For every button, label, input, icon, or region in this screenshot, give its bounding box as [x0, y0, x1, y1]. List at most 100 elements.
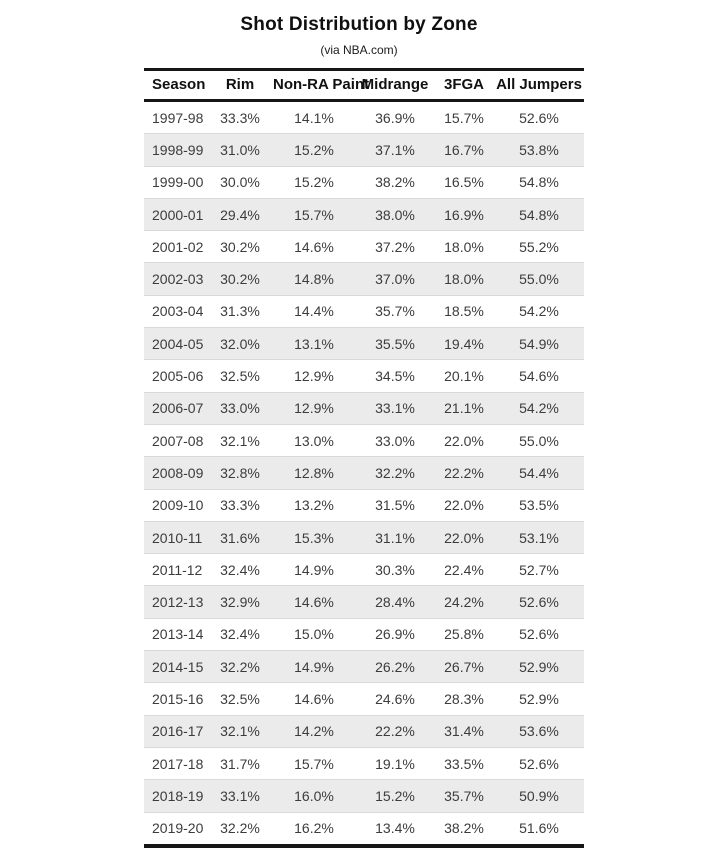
table-row: 2013-14 32.4% 15.0% 26.9% 25.8% 52.6% [144, 618, 584, 650]
shot-distribution-table: Season Rim Non-RA Paint Midrange 3FGA All Jum… [144, 68, 584, 848]
cell-season: 2019-20 [152, 820, 204, 837]
cell-value: 26.2% [375, 658, 415, 675]
cell-value: 30.3% [375, 561, 415, 578]
cell-value: 24.2% [444, 594, 484, 611]
cell-value: 14.9% [294, 658, 334, 675]
cell-value: 33.0% [220, 400, 260, 417]
table-row: 2009-10 33.3% 13.2% 31.5% 22.0% 53.5% [144, 489, 584, 521]
cell-value: 19.4% [444, 335, 484, 352]
cell-value: 54.8% [519, 174, 559, 191]
cell-value: 54.2% [519, 400, 559, 417]
table-header: Season Rim Non-RA Paint Midrange 3FGA All Jum… [144, 69, 584, 102]
cell-value: 12.9% [294, 368, 334, 385]
cell-value: 20.1% [444, 368, 484, 385]
cell-value: 38.0% [375, 206, 415, 223]
cell-value: 37.0% [375, 271, 415, 288]
cell-value: 12.9% [294, 400, 334, 417]
cell-value: 22.0% [444, 529, 484, 546]
cell-value: 32.5% [220, 690, 260, 707]
table-row: 2017-18 31.7% 15.7% 19.1% 33.5% 52.6% [144, 747, 584, 779]
cell-value: 32.0% [220, 335, 260, 352]
cell-value: 15.0% [294, 626, 334, 643]
cell-value: 14.2% [294, 723, 334, 740]
cell-season: 2003-04 [152, 303, 204, 320]
cell-season: 2004-05 [152, 335, 204, 352]
cell-value: 16.7% [444, 141, 484, 158]
cell-value: 32.4% [220, 561, 260, 578]
cell-season: 1997-98 [152, 109, 204, 126]
table-row: 2001-02 30.2% 14.6% 37.2% 18.0% 55.2% [144, 230, 584, 263]
cell-value: 34.5% [375, 368, 415, 385]
cell-value: 54.2% [519, 303, 559, 320]
cell-value: 32.8% [220, 464, 260, 481]
cell-season: 2011-12 [152, 561, 203, 578]
cell-value: 51.6% [519, 820, 559, 837]
cell-value: 32.2% [220, 658, 260, 675]
cell-value: 33.3% [220, 109, 260, 126]
cell-value: 15.3% [294, 529, 334, 546]
cell-value: 54.9% [519, 335, 559, 352]
table-row: 2011-12 32.4% 14.9% 30.3% 22.4% 52.7% [144, 553, 584, 586]
cell-value: 31.4% [444, 723, 484, 740]
cell-value: 14.9% [294, 561, 334, 578]
cell-value: 31.0% [220, 141, 260, 158]
cell-value: 22.2% [375, 723, 415, 740]
cell-season: 2006-07 [152, 400, 204, 417]
cell-value: 14.4% [294, 303, 334, 320]
column-header-midrange: Midrange [356, 69, 434, 102]
cell-value: 15.2% [294, 141, 334, 158]
cell-value: 13.0% [294, 432, 334, 449]
cell-value: 31.5% [375, 497, 415, 514]
cell-season: 2018-19 [152, 787, 204, 804]
table-row: 2010-11 31.6% 15.3% 31.1% 22.0% 53.1% [144, 521, 584, 554]
cell-value: 32.1% [220, 432, 260, 449]
cell-value: 35.7% [375, 303, 415, 320]
table-row: 2004-05 32.0% 13.1% 35.5% 19.4% 54.9% [144, 327, 584, 360]
cell-value: 33.5% [444, 755, 484, 772]
cell-season: 2010-11 [152, 529, 203, 546]
cell-value: 38.2% [444, 820, 484, 837]
cell-value: 54.8% [519, 206, 559, 223]
cell-value: 52.7% [519, 561, 559, 578]
cell-value: 32.4% [220, 626, 260, 643]
page-subtitle: (via NBA.com) [320, 43, 398, 57]
cell-value: 31.7% [220, 755, 260, 772]
cell-value: 35.5% [375, 335, 415, 352]
cell-value: 36.9% [375, 109, 415, 126]
table-row: 2014-15 32.2% 14.9% 26.2% 26.7% 52.9% [144, 650, 584, 683]
cell-value: 15.2% [294, 174, 334, 191]
cell-value: 33.0% [375, 432, 415, 449]
cell-value: 30.2% [220, 238, 260, 255]
cell-value: 31.3% [220, 303, 260, 320]
cell-value: 52.9% [519, 658, 559, 675]
cell-value: 50.9% [519, 787, 559, 804]
table-body: 1997-98 33.3% 14.1% 36.9% 15.7% 52.6% 1998-99 3… [144, 101, 584, 846]
cell-season: 1999-00 [152, 174, 204, 191]
cell-value: 33.3% [220, 497, 260, 514]
cell-value: 32.2% [220, 820, 260, 837]
cell-value: 13.1% [294, 335, 334, 352]
cell-value: 53.1% [519, 529, 559, 546]
cell-value: 28.4% [375, 594, 415, 611]
header-row: Season Rim Non-RA Paint Midrange 3FGA All Jum… [144, 69, 584, 102]
cell-value: 32.1% [220, 723, 260, 740]
cell-value: 16.0% [294, 787, 334, 804]
table-row: 2016-17 32.1% 14.2% 22.2% 31.4% 53.6% [144, 715, 584, 748]
cell-value: 30.2% [220, 271, 260, 288]
cell-season: 2016-17 [152, 723, 204, 740]
cell-value: 52.9% [519, 690, 559, 707]
cell-value: 14.6% [294, 690, 334, 707]
cell-value: 15.2% [375, 787, 415, 804]
column-header-all-jumpers: All Jumpers [494, 69, 584, 102]
cell-value: 22.2% [444, 464, 484, 481]
cell-value: 22.0% [444, 432, 484, 449]
cell-value: 15.7% [294, 755, 334, 772]
cell-value: 13.4% [375, 820, 415, 837]
table-row: 1997-98 33.3% 14.1% 36.9% 15.7% 52.6% [144, 101, 584, 134]
table-row: 2000-01 29.4% 15.7% 38.0% 16.9% 54.8% [144, 198, 584, 231]
cell-season: 2005-06 [152, 368, 204, 385]
cell-value: 28.3% [444, 690, 484, 707]
cell-value: 26.9% [375, 626, 415, 643]
cell-value: 16.9% [444, 206, 484, 223]
cell-value: 22.0% [444, 497, 484, 514]
